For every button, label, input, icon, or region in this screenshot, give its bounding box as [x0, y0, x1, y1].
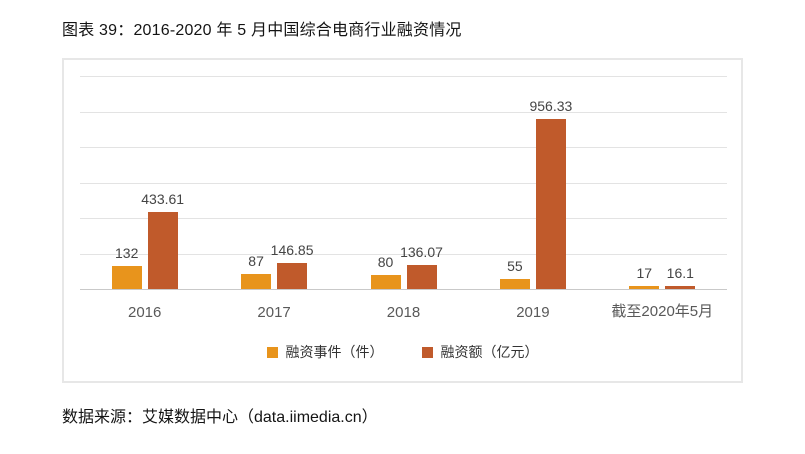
plot-area: 132 433.61 2016 87 146.85 2017 80 136.07 2018 55 9… [64, 60, 741, 381]
value-label: 433.61 [141, 191, 185, 208]
legend-swatch-events-icon [266, 346, 278, 358]
value-label: 132 [115, 244, 139, 261]
value-label: 87 [248, 252, 264, 269]
category-label: 2016 [128, 304, 162, 321]
gridline [80, 253, 727, 255]
chart-container: 132 433.61 2016 87 146.85 2017 80 136.07 2018 55 9… [62, 58, 743, 383]
category-label: 2018 [386, 304, 421, 321]
legend-swatch-amount-icon [421, 346, 433, 358]
value-label: 55 [507, 258, 523, 275]
chart-title: 图表 39：2016-2020 年 5 月中国综合电商行业融资情况 [62, 22, 462, 39]
bar-financing-events [111, 265, 142, 289]
bar-financing-amount [406, 264, 437, 289]
value-label: 80 [377, 253, 394, 270]
legend-item: 融资事件（件） [266, 342, 384, 362]
legend: 融资事件（件） 融资额（亿元） [64, 342, 741, 362]
legend-item: 融资额（亿元） [421, 342, 539, 362]
bar-financing-amount [535, 119, 566, 289]
category-label: 截至2020年5月 [611, 303, 714, 320]
value-label: 136.07 [400, 243, 443, 260]
gridline [80, 218, 727, 219]
gridline [80, 147, 727, 148]
value-label: 16.1 [666, 265, 694, 282]
value-label: 146.85 [270, 241, 314, 258]
source-note: 数据来源：艾媒数据中心（data.iimedia.cn） [62, 409, 378, 426]
value-label: 956.33 [529, 98, 573, 115]
gridline [80, 111, 727, 113]
category-label: 2019 [516, 304, 550, 321]
bar-financing-events [499, 279, 530, 289]
bar-financing-amount [665, 286, 696, 289]
bar-financing-amount [277, 262, 308, 289]
legend-label: 融资额（亿元） [440, 344, 539, 360]
legend-label: 融资事件（件） [285, 344, 384, 360]
bar-financing-amount [147, 212, 178, 289]
bar-financing-events [629, 285, 660, 289]
bar-financing-events [370, 274, 401, 289]
gridline [80, 76, 727, 77]
gridline [80, 182, 727, 184]
x-axis-line [80, 289, 727, 290]
bar-financing-events [241, 273, 272, 289]
value-label: 17 [636, 264, 653, 281]
category-label: 2017 [257, 304, 291, 321]
